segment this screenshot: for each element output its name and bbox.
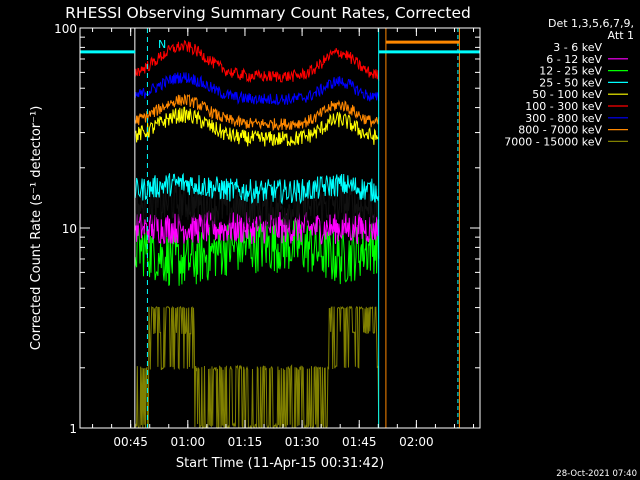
series-line-2 bbox=[134, 218, 380, 286]
series-line-1 bbox=[134, 210, 380, 245]
legend-label-8: 7000 - 15000 keV bbox=[504, 135, 602, 148]
series-line-6 bbox=[134, 72, 380, 106]
x-axis-label: Start Time (11-Apr-15 00:31:42) bbox=[176, 456, 384, 471]
series-line-4 bbox=[134, 106, 380, 147]
x-tick-label-0: 00:45 bbox=[113, 435, 148, 449]
legend-label-0: 3 - 6 keV bbox=[553, 41, 602, 54]
y-tick-label-1: 10 bbox=[62, 222, 77, 236]
plot-border bbox=[79, 27, 481, 429]
x-tick-label-5: 02:00 bbox=[399, 435, 434, 449]
plot-frame bbox=[79, 27, 481, 429]
x-tick-label-3: 01:30 bbox=[285, 435, 320, 449]
chart-title: RHESSI Observing Summary Count Rates, Co… bbox=[65, 4, 471, 22]
legend-label-4: 50 - 100 keV bbox=[532, 88, 602, 101]
series-line-5 bbox=[134, 39, 380, 83]
x-tick-label-4: 01:45 bbox=[342, 435, 377, 449]
legend-label-2: 12 - 25 keV bbox=[539, 65, 602, 78]
legend-header-line-1: Det 1,3,5,6,7,9, bbox=[548, 17, 634, 30]
axes: 00:45 01:00 01:15 01:30 01:45 02:00 1 10 100 bbox=[54, 22, 480, 449]
series-line-8 bbox=[134, 305, 380, 430]
plot-data bbox=[134, 39, 380, 430]
series-line-3 bbox=[134, 172, 380, 205]
legend-label-1: 6 - 12 keV bbox=[546, 53, 602, 66]
legend-label-3: 25 - 50 keV bbox=[539, 76, 602, 89]
guide-lines bbox=[80, 28, 480, 428]
series-line-7 bbox=[134, 93, 380, 132]
annotation-label: N bbox=[158, 38, 166, 51]
x-tick-label-2: 01:15 bbox=[228, 435, 263, 449]
legend-label-6: 300 - 800 keV bbox=[525, 112, 602, 125]
legend-label-7: 800 - 7000 keV bbox=[518, 124, 602, 137]
plot-timestamp: 28-Oct-2021 07:40 bbox=[556, 469, 637, 479]
y-tick-label-0: 1 bbox=[69, 422, 77, 436]
y-tick-label-2: 100 bbox=[54, 22, 77, 36]
x-tick-label-1: 01:00 bbox=[171, 435, 206, 449]
legend-label-5: 100 - 300 keV bbox=[525, 100, 602, 113]
legend-header-line-2: Att 1 bbox=[608, 29, 634, 42]
series-line-0 bbox=[134, 183, 380, 228]
y-axis-label: Corrected Count Rate (s⁻¹ detector⁻¹) bbox=[29, 106, 44, 351]
